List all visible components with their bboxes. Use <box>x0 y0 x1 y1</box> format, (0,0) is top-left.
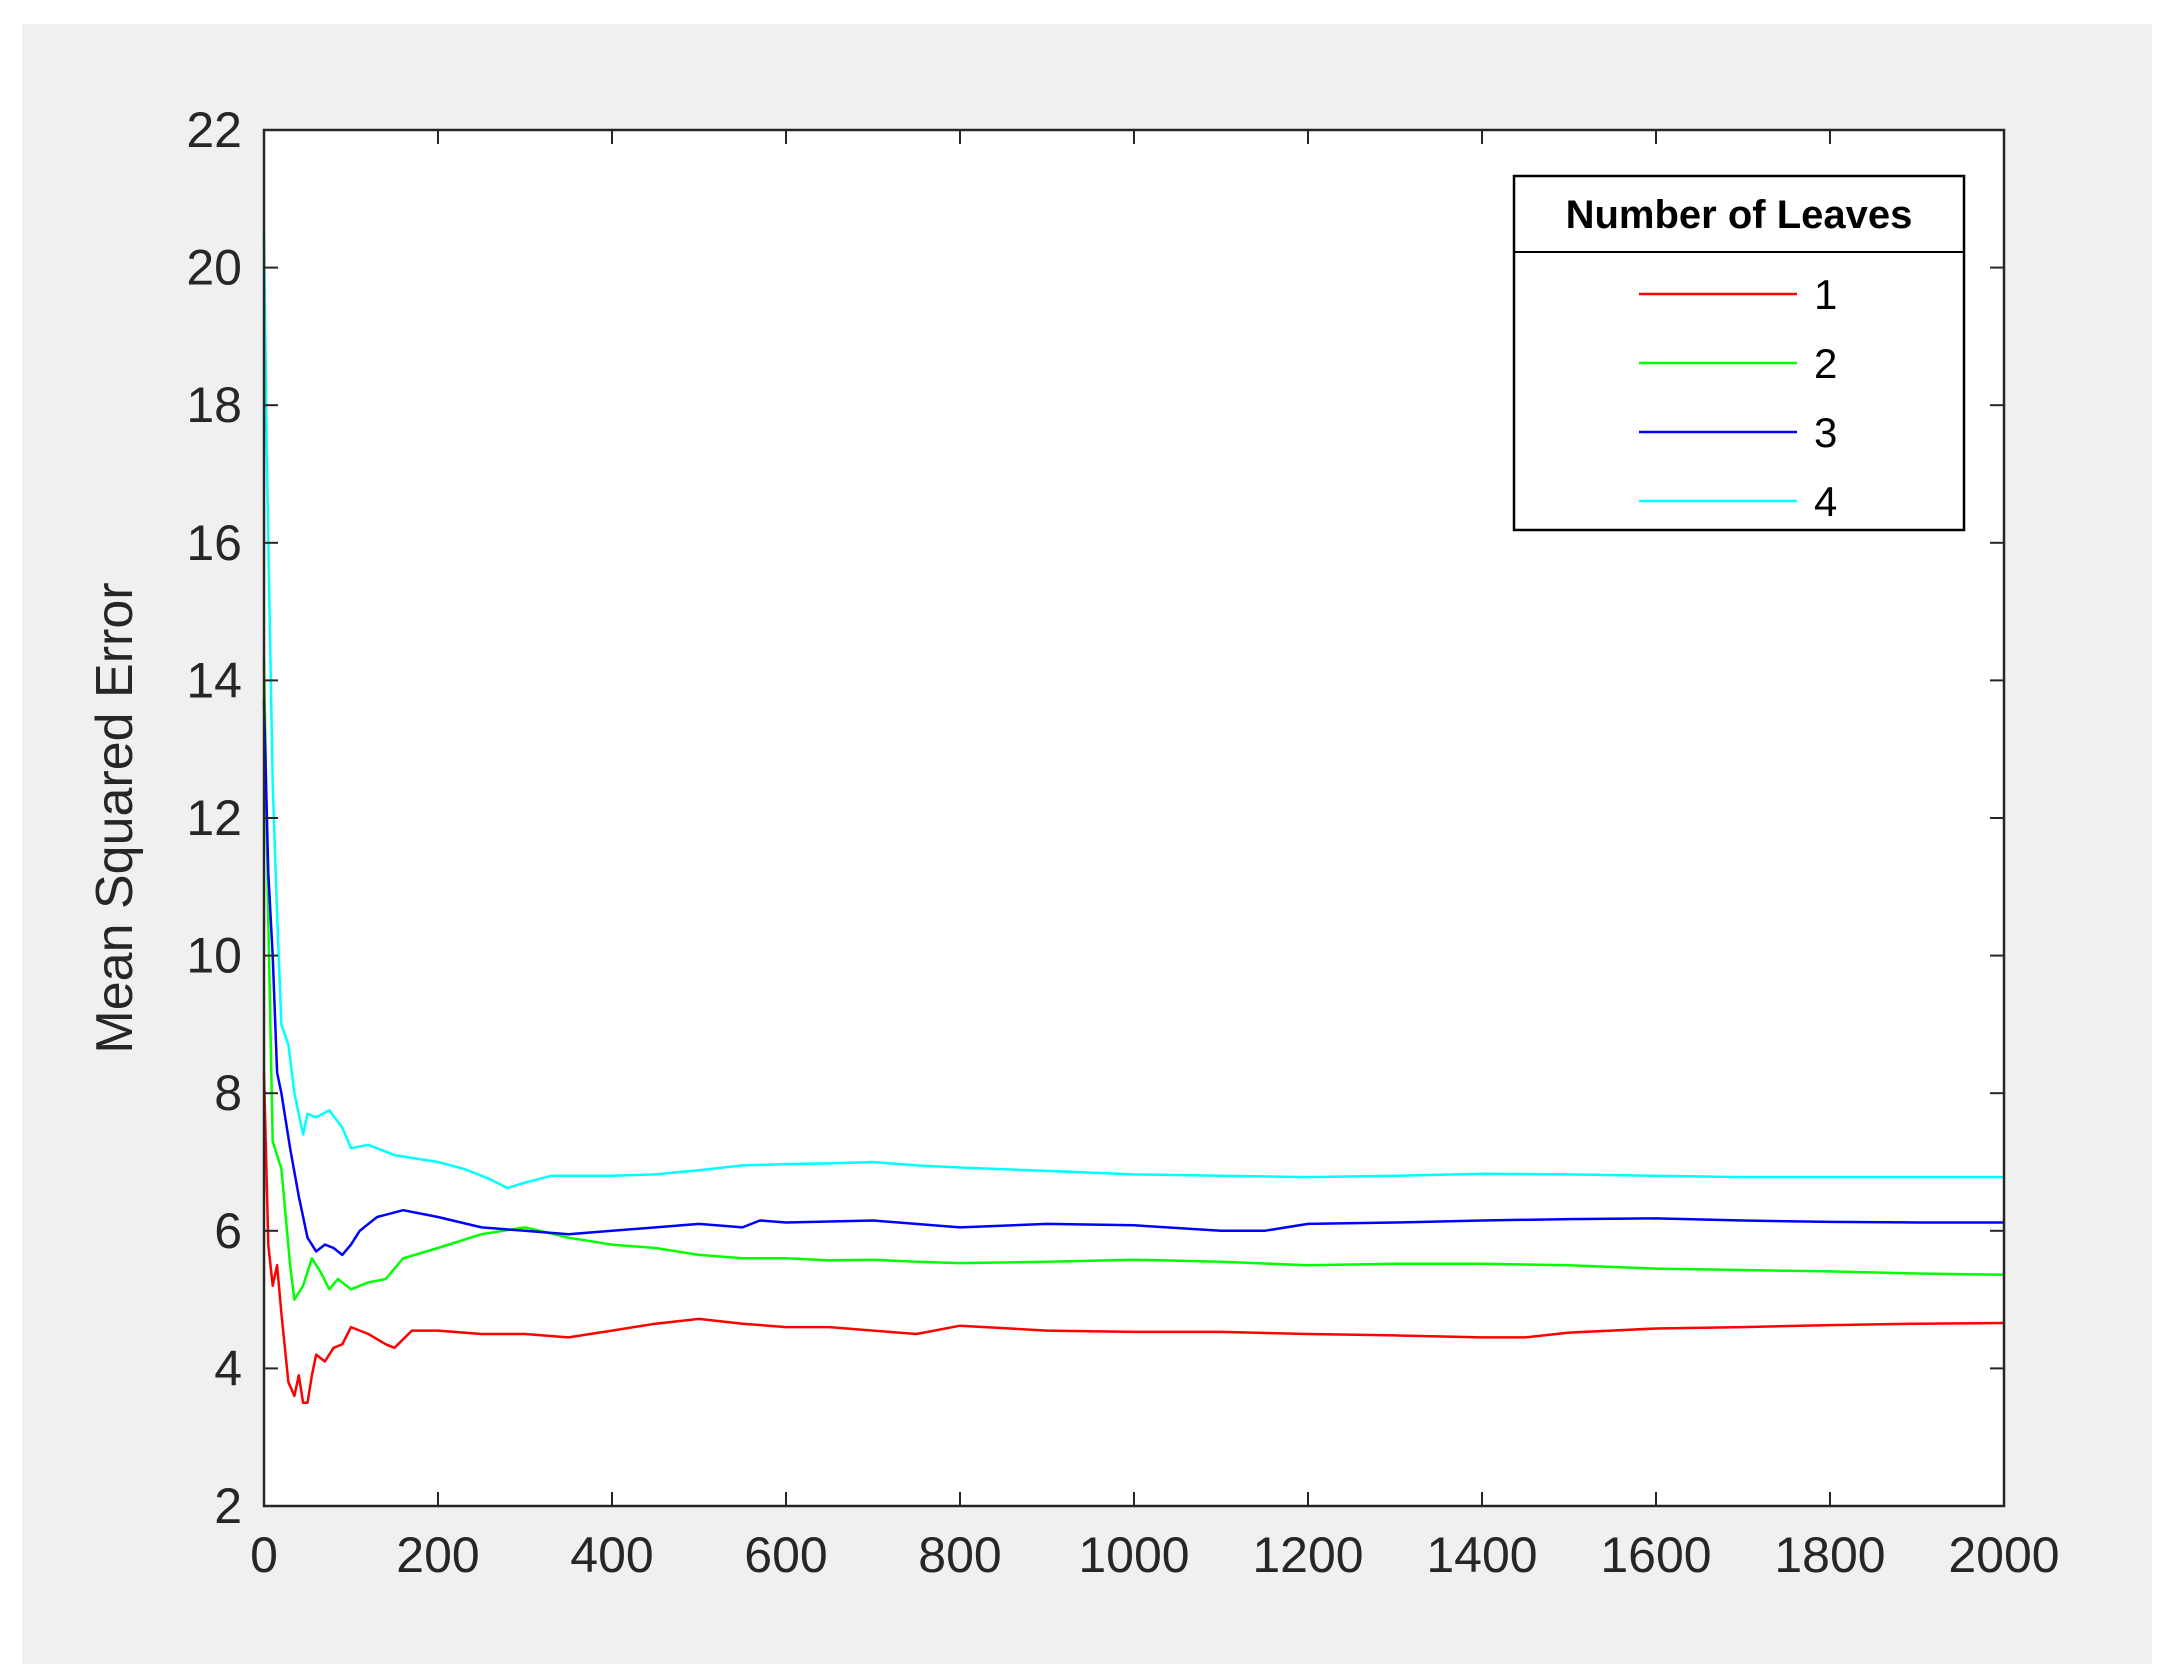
legend-box <box>1512 174 1966 532</box>
x-tick-label: 1400 <box>1426 1527 1537 1583</box>
series-line-2 <box>262 659 2005 1301</box>
x-tick-label: 1200 <box>1252 1527 1363 1583</box>
y-tick-label: 6 <box>214 1203 242 1259</box>
series-line-1 <box>262 1072 2005 1405</box>
x-tick-label: 400 <box>570 1527 653 1583</box>
line-chart: 0 200 400 600 800 1000 1200 1400 1600 1800 2000 2 4… <box>86 102 2060 1583</box>
y-tick-label: 2 <box>214 1478 242 1534</box>
legend[interactable]: Number of Leaves 1 2 3 4 <box>1512 174 1966 532</box>
y-axis-label: Mean Squared Error <box>86 582 144 1053</box>
legend-label-2: 2 <box>1814 340 1837 387</box>
y-tick-label: 12 <box>186 790 242 846</box>
x-tick-label: 1800 <box>1774 1527 1885 1583</box>
y-tick-label: 20 <box>186 240 242 296</box>
series-line-4 <box>262 233 2004 1190</box>
y-tick-label: 14 <box>186 652 242 708</box>
legend-label-1: 1 <box>1814 271 1837 318</box>
y-tick-label: 10 <box>186 928 242 984</box>
y-tick-label: 16 <box>186 515 242 571</box>
legend-title: Number of Leaves <box>1566 193 1913 237</box>
y-tick-label: 4 <box>214 1340 242 1396</box>
legend-entries: 1 2 3 4 <box>1639 271 1837 525</box>
x-tick-label: 800 <box>918 1527 1001 1583</box>
y-tick-label: 18 <box>186 377 242 433</box>
x-tick-label: 1600 <box>1600 1527 1711 1583</box>
x-tick-label: 600 <box>744 1527 827 1583</box>
axes-box <box>262 128 2006 1508</box>
x-tick-label: 1000 <box>1078 1527 1189 1583</box>
x-tick-label: 200 <box>396 1527 479 1583</box>
figure-background: 0 200 400 600 800 1000 1200 1400 1600 1800 2000 2 4… <box>22 24 2152 1664</box>
y-tick-label: 8 <box>214 1065 242 1121</box>
series-line-3 <box>262 700 2004 1257</box>
x-tick-label: 2000 <box>1948 1527 2059 1583</box>
x-tick-label: 0 <box>250 1527 278 1583</box>
y-tick-label: 22 <box>186 102 242 158</box>
legend-label-4: 4 <box>1814 478 1837 525</box>
x-tick-labels: 0 200 400 600 800 1000 1200 1400 1600 1800 2000 <box>250 1527 2060 1583</box>
legend-label-3: 3 <box>1814 409 1837 456</box>
series-layer <box>262 233 2005 1405</box>
y-tick-labels: 2 4 6 8 10 12 14 16 18 20 22 <box>186 102 242 1534</box>
